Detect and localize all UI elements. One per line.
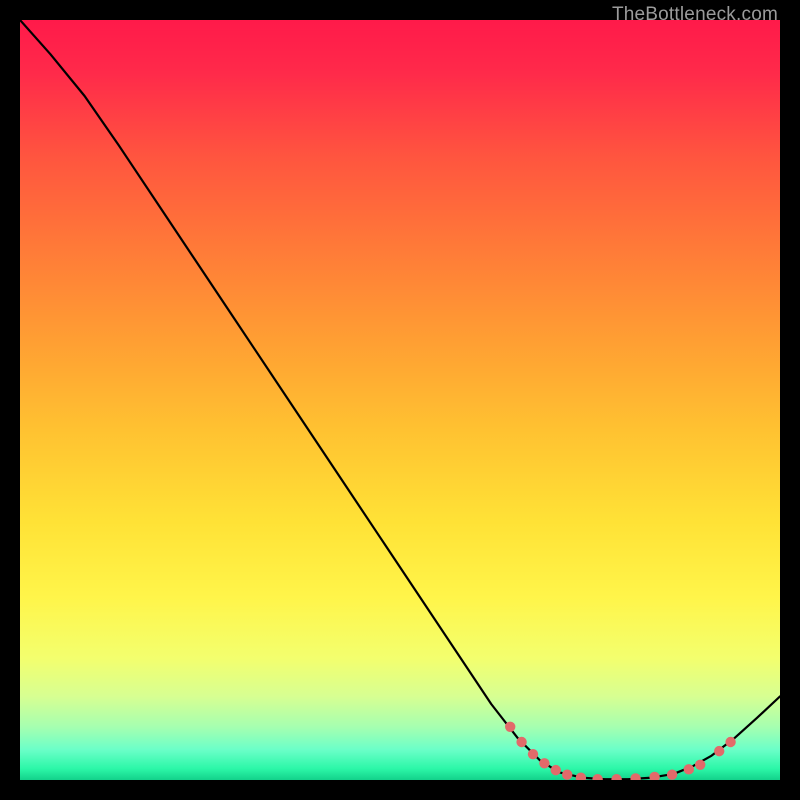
chart-background (20, 20, 780, 780)
marker-point (667, 769, 677, 779)
marker-point (725, 737, 735, 747)
marker-point (551, 765, 561, 775)
chart-svg (20, 20, 780, 780)
marker-point (562, 769, 572, 779)
marker-point (695, 760, 705, 770)
marker-point (516, 737, 526, 747)
marker-point (528, 749, 538, 759)
marker-point (539, 758, 549, 768)
chart-container (20, 20, 780, 780)
marker-point (714, 746, 724, 756)
marker-point (505, 722, 515, 732)
marker-point (684, 764, 694, 774)
